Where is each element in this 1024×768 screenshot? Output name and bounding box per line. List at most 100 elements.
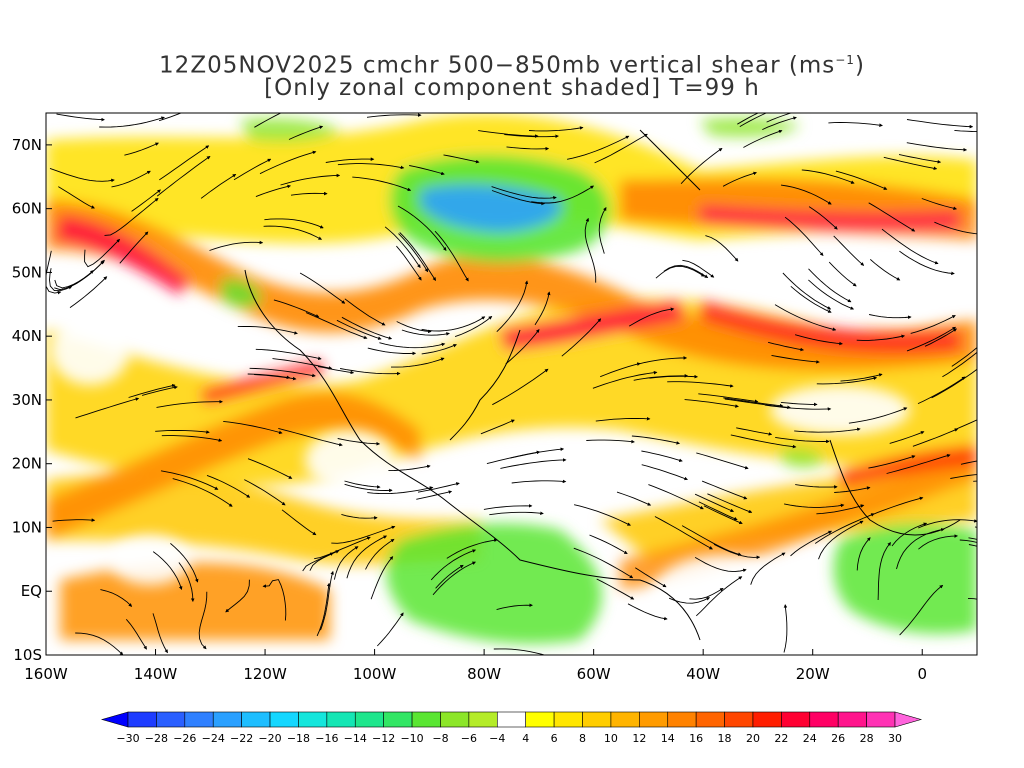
streamline [730,434,797,449]
streamline [480,419,515,435]
colorbar-swatch [269,711,299,728]
streamline [288,125,324,140]
streamline [955,419,977,430]
colorbar-swatch [241,711,271,728]
colorbar-swatch [809,711,839,728]
streamline [401,329,450,336]
streamline [808,268,852,303]
colorbar-label: 22 [774,732,788,745]
colorbar-label: 26 [831,732,845,745]
streamline [713,543,761,560]
colorbar-low-arrow [100,711,129,728]
streamline [69,276,108,308]
streamline [774,304,837,331]
colorbar-label: 10 [604,732,618,745]
streamline [341,513,378,520]
streamline [856,334,906,341]
colorbar-swatch [496,711,527,728]
streamline [968,537,977,540]
streamline [141,385,178,396]
streamline [152,613,168,654]
streamline [833,235,865,266]
streamline [736,427,773,436]
streamline [159,145,210,181]
streamline [616,491,652,506]
streamline [868,455,916,469]
streamline [633,374,689,381]
colorbar-swatch [212,711,242,728]
streamline [695,576,743,617]
streamline [302,552,334,572]
streamline [974,526,977,528]
lat-tick-label: 40N [12,327,42,345]
streamline [931,368,977,399]
lon-tick-label: 20W [796,665,830,683]
streamline [528,126,584,132]
streamline [198,591,208,650]
streamline [775,436,830,444]
streamline [573,547,634,579]
streamline [808,206,838,230]
streamline [317,366,355,375]
colorbar-label: −18 [287,732,310,745]
colorbar-swatch [411,711,441,728]
streamline [432,561,476,596]
colorbar-label: −8 [432,732,448,745]
colorbar-label: −30 [116,732,139,745]
streamline [899,584,944,636]
streamline [918,519,977,529]
streamline [917,376,966,405]
streamline [654,516,713,550]
streamline [254,374,297,381]
streamline [200,174,237,199]
colorbar-label: 30 [888,732,902,745]
streamline [703,505,743,525]
streamline [336,319,382,340]
streamline [655,265,705,279]
streamline [694,557,747,573]
streamline [443,154,480,164]
streamline [491,186,557,200]
streamline [46,250,62,295]
lat-tick-label: 10S [13,646,42,664]
streamline [828,122,883,127]
streamline [595,416,651,422]
streamline [906,142,968,152]
streamline [950,474,977,479]
streamline [816,376,878,385]
colorbar-swatch [525,711,555,728]
streamline [365,538,395,570]
streamline [960,460,977,465]
streamline [391,357,445,368]
colorbar-label: 14 [661,732,675,745]
streamline [906,119,974,129]
streamline [434,230,469,282]
streamline [592,370,658,389]
colorbar-label: 16 [689,732,703,745]
streamline [638,356,688,365]
streamline [158,113,183,122]
streamline [223,420,283,435]
streamline [505,329,540,365]
streamline [421,316,486,332]
streamline [249,367,316,378]
streamline [782,272,832,310]
streamline [694,493,735,512]
streamline [762,116,797,131]
colorbar-label: −22 [230,732,253,745]
streamline [848,407,908,424]
colorbar-swatch [866,711,896,728]
streamline [128,383,176,398]
streamline [417,482,460,493]
streamline [910,315,956,334]
streamline [119,231,149,264]
streamline [868,202,916,232]
streamline [156,155,211,197]
streamline [567,135,630,160]
streamline [237,325,298,335]
colorbar-swatch [440,711,470,728]
streamline [178,562,195,603]
streamline [340,368,401,376]
streamline [352,176,412,192]
streamline [280,173,341,186]
